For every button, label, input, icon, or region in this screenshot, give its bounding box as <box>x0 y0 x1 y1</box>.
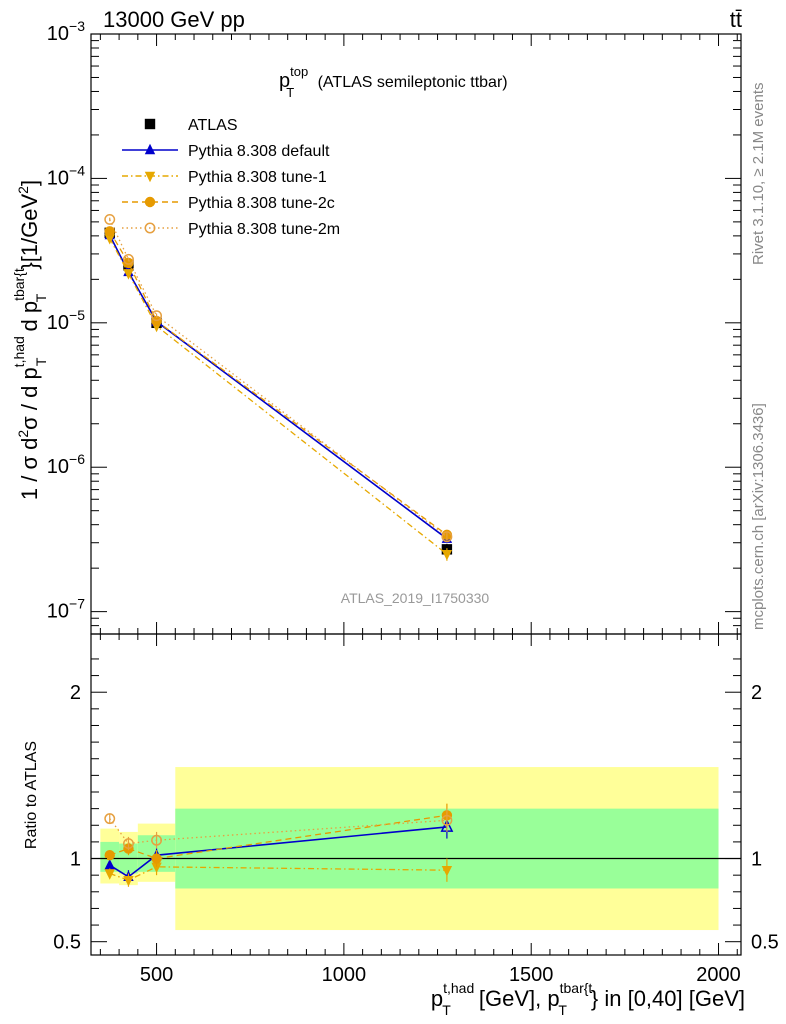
series-line <box>109 814 448 860</box>
watermark: ATLAS_2019_I1750330 <box>341 590 490 606</box>
y-tick-label: 0.5 <box>53 932 81 954</box>
series-line <box>109 219 448 538</box>
ratio-frame <box>90 633 742 956</box>
legend-entry-pythia-8-308-tune-1: Pythia 8.308 tune-1 <box>122 169 327 186</box>
legend-entry-pythia-8-308-tune-2m: Pythia 8.308 tune-2m <box>122 221 340 238</box>
legend-label: Pythia 8.308 default <box>188 143 330 160</box>
series-pythia-8-308-default <box>104 228 453 543</box>
data-point <box>123 838 134 850</box>
series-pythia-8-308-tune-2c <box>104 226 453 541</box>
x-tick-label: 500 <box>140 964 173 986</box>
mcplots-label: mcplots.cern.ch [arXiv:1306.3436] <box>750 403 767 630</box>
main-title-suffix: (ATLAS semileptonic ttbar) <box>313 74 507 91</box>
data-point <box>104 213 116 225</box>
series-line <box>109 826 447 878</box>
data-point <box>151 834 163 846</box>
data-point <box>151 853 162 864</box>
energy-label: 13000 GeV pp <box>103 7 245 32</box>
y-tick-label: 10−5 <box>47 307 85 334</box>
legend-marker <box>144 171 156 183</box>
ratio-panel: 500 1000 1500 2000 0.5 0.5 1 1 2 2 Ratio to ATLAS… <box>23 633 779 1018</box>
ratio-y-axis-label: Ratio to ATLAS <box>23 741 40 849</box>
data-point <box>441 814 453 826</box>
y-tick-label: 10−3 <box>47 18 85 45</box>
main-axes: 10−7 10−6 10−5 10−4 10−3 <box>47 18 742 635</box>
x-tick-label: 1500 <box>509 964 554 986</box>
y-tick-label: 10−6 <box>47 451 85 478</box>
legend-label: ATLAS <box>188 117 238 134</box>
data-point <box>104 858 115 870</box>
ratio-axes: 500 1000 1500 2000 0.5 0.5 1 1 2 2 <box>53 633 779 986</box>
data-point <box>104 813 116 825</box>
series-line <box>109 231 448 536</box>
main-title-p: p <box>279 70 290 92</box>
main-title-sup: top <box>290 64 308 79</box>
data-point <box>151 310 163 322</box>
series-line <box>109 866 447 881</box>
y-tick-label-right: 1 <box>751 849 762 871</box>
data-point <box>123 253 134 265</box>
ratio-bands <box>91 767 741 931</box>
main-title: ptop T (ATLAS semileptonic ttbar) <box>279 64 508 100</box>
y-tick-label: 10−4 <box>47 162 85 189</box>
series-pythia-8-308-tune-2m <box>104 213 453 543</box>
legend-marker <box>144 222 156 234</box>
y-tick-label: 1 <box>70 849 81 871</box>
x-axis-label: pt,had T [GeV], ptbar{t T} in [0,40] [GeV] <box>431 980 745 1018</box>
x-tick-label: 2000 <box>696 964 741 986</box>
rivet-label: Rivet 3.1.10, ≥ 2.1M events <box>750 83 767 266</box>
legend-entry-pythia-8-308-default: Pythia 8.308 default <box>122 143 330 160</box>
data-point <box>104 869 115 880</box>
main-title-sub: T <box>286 85 294 100</box>
legend-marker <box>144 143 156 155</box>
legend-label: Pythia 8.308 tune-2m <box>188 221 340 238</box>
ratio-series-pythia-8-308-tune-2m <box>104 808 453 851</box>
legend: ATLAS Pythia 8.308 default Pythia 8.308 tu… <box>122 117 340 238</box>
ratio-series-layer <box>104 803 454 887</box>
data-point <box>441 865 453 877</box>
data-point <box>104 226 115 237</box>
data-point <box>441 549 453 561</box>
y-tick-label-right: 0.5 <box>751 932 779 954</box>
y-tick-label: 2 <box>70 682 81 704</box>
legend-label: Pythia 8.308 tune-1 <box>188 169 327 186</box>
data-point <box>151 862 162 874</box>
series-line <box>109 237 448 555</box>
data-point <box>441 531 453 543</box>
series-line <box>109 234 448 540</box>
series-line <box>109 818 447 845</box>
x-tick-label: 1000 <box>322 964 367 986</box>
data-point <box>123 875 134 887</box>
main-panel: ptop T (ATLAS semileptonic ttbar) ATLAS_2… <box>11 18 742 635</box>
main-y-axis-label: 1 / σ d2σ / d pt,had T d ptbar{t T}[1/GeV2… <box>11 180 49 500</box>
legend-marker <box>144 118 156 130</box>
data-point <box>104 850 115 861</box>
process-label: tt̄ <box>730 7 742 32</box>
legend-entry-atlas: ATLAS <box>144 117 238 134</box>
y-tick-label: 10−7 <box>47 596 85 623</box>
legend-marker <box>144 196 156 208</box>
data-point <box>123 269 134 280</box>
series-pythia-8-308-tune-1 <box>104 234 453 561</box>
legend-label: Pythia 8.308 tune-2c <box>188 195 335 212</box>
legend-entry-pythia-8-308-tune-2c: Pythia 8.308 tune-2c <box>122 195 335 212</box>
series-atlas <box>104 227 453 556</box>
y-tick-label-right: 2 <box>751 682 762 704</box>
main-series-layer <box>104 213 453 561</box>
